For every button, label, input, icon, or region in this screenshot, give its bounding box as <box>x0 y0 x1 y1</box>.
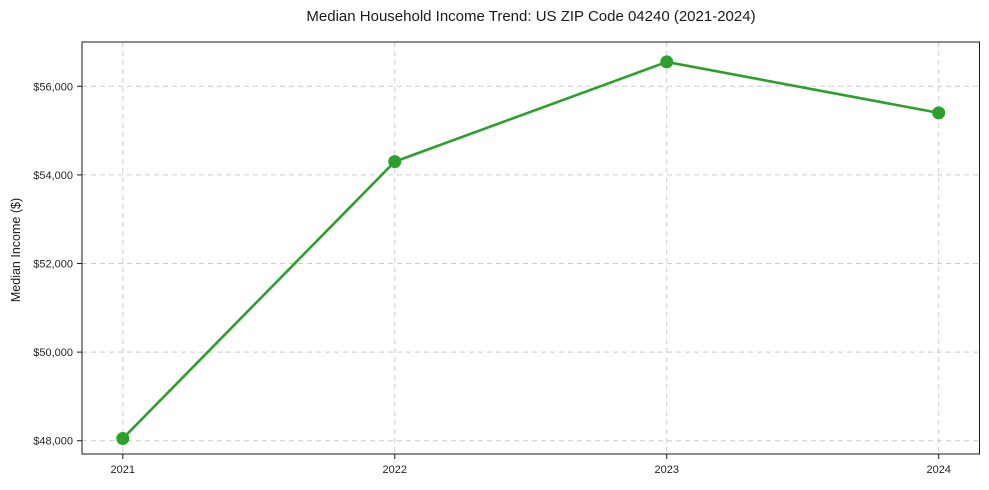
label-layer: $48,000 $50,000 $52,000 $54,000 $56,000 2021 2… <box>33 81 951 476</box>
y-tick-label: $48,000 <box>33 436 73 448</box>
y-tick-label: $56,000 <box>33 81 73 93</box>
y-axis-label-text: Median Income ($) <box>9 197 23 303</box>
y-tick-label: $52,000 <box>33 259 73 271</box>
grid-layer <box>82 42 980 454</box>
x-tick-label: 2022 <box>383 464 407 476</box>
data-point-marker <box>660 55 674 69</box>
x-tick-label: 2024 <box>926 464 950 476</box>
x-tick-label: 2021 <box>111 464 135 476</box>
series-line <box>121 60 941 440</box>
plot-border <box>81 41 980 455</box>
series-layer <box>116 55 946 445</box>
data-point-marker <box>116 431 130 445</box>
axes-layer <box>81 41 980 455</box>
y-tick-label: $54,000 <box>33 170 73 182</box>
chart-title: Median Household Income Trend: US ZIP Co… <box>306 8 756 25</box>
data-point-marker <box>932 106 946 120</box>
tick-layer <box>77 85 940 459</box>
x-tick-label: 2023 <box>654 464 678 476</box>
y-tick-label: $50,000 <box>33 347 73 359</box>
data-point-marker <box>388 155 402 169</box>
